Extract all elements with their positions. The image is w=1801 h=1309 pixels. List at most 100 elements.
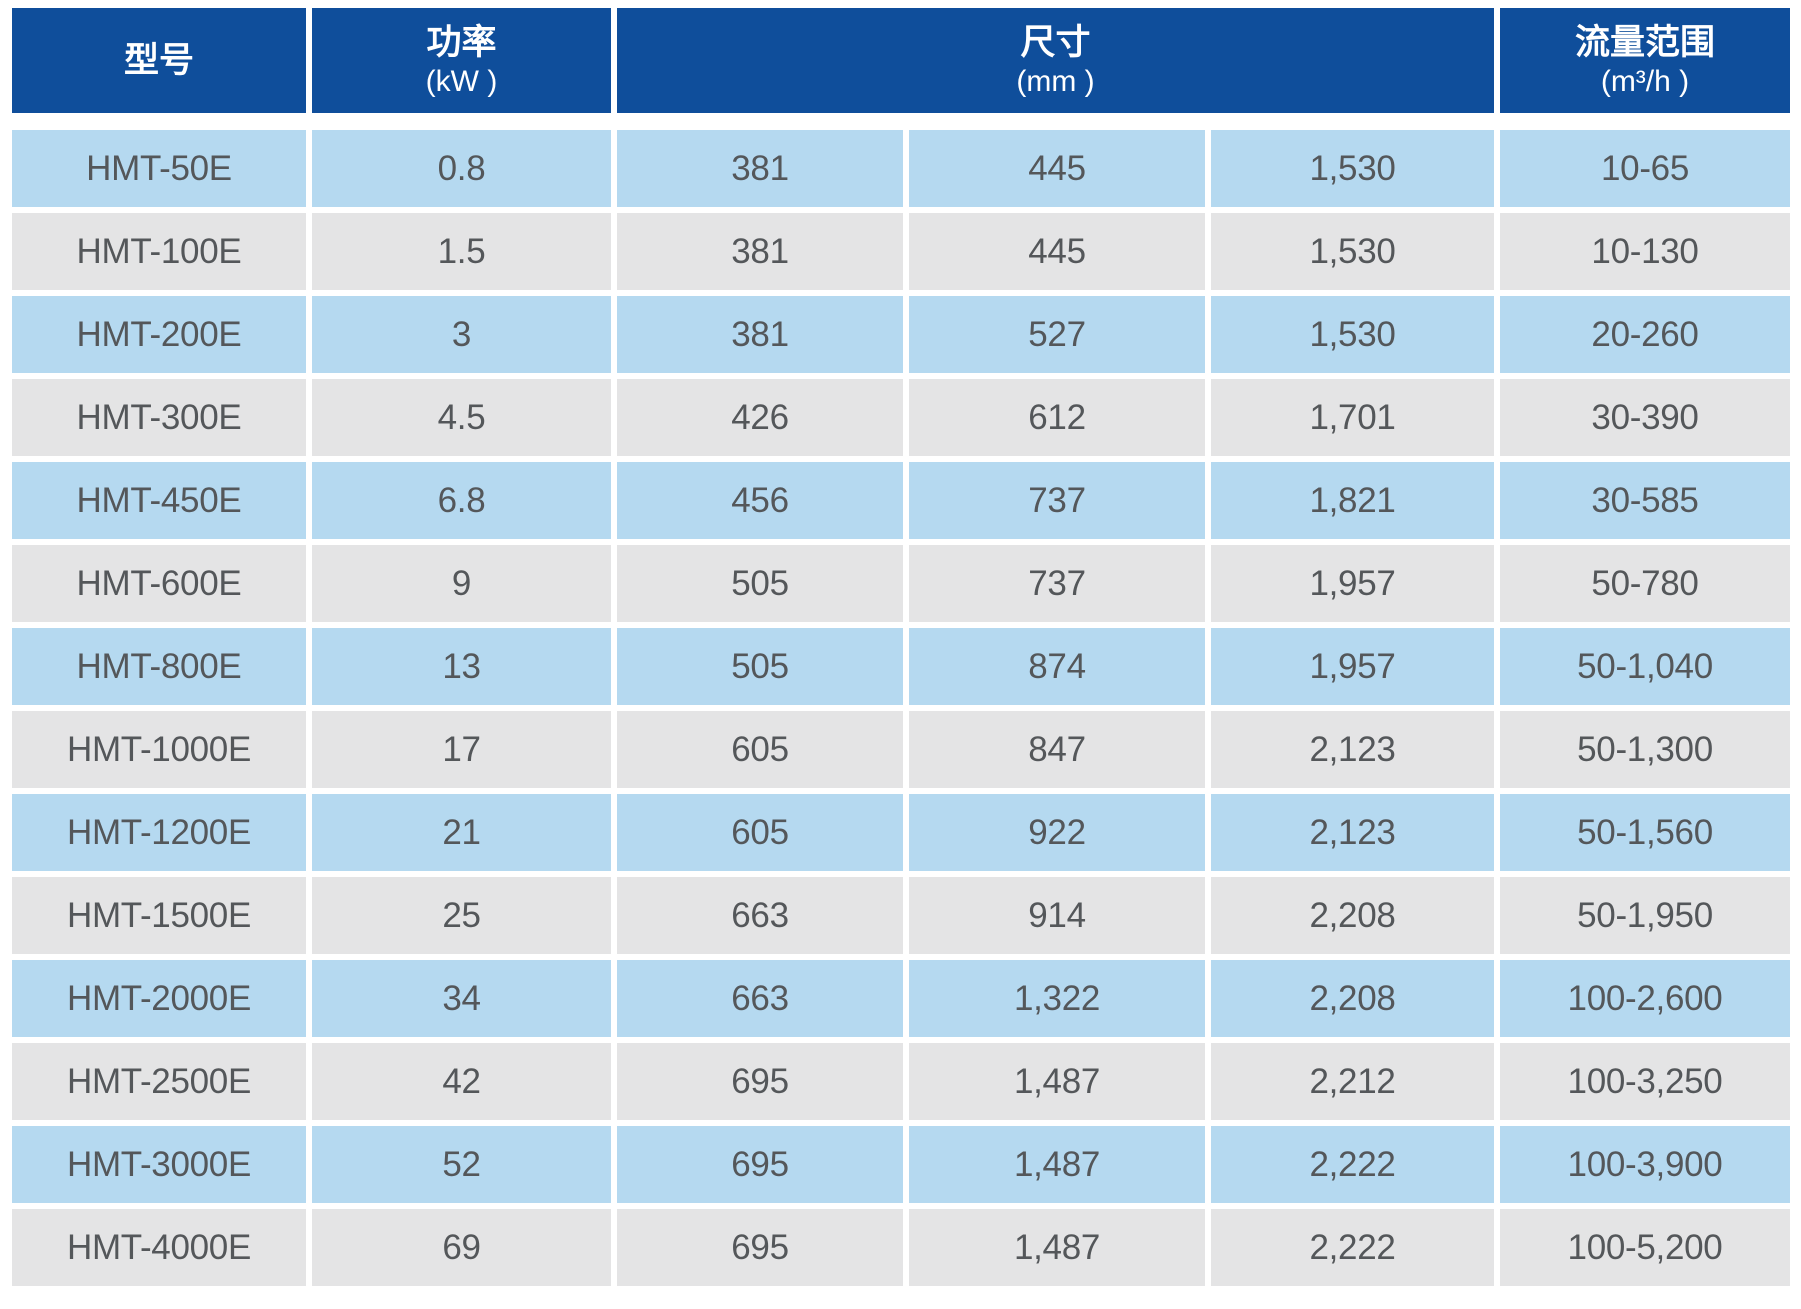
flow-range-cell: 20-260 bbox=[1500, 296, 1790, 373]
dim2-cell: 1,487 bbox=[909, 1043, 1205, 1120]
model-cell: HMT-2000E bbox=[12, 960, 306, 1037]
dim2-cell: 612 bbox=[909, 379, 1205, 456]
model-cell: HMT-1500E bbox=[12, 877, 306, 954]
model-cell: HMT-800E bbox=[12, 628, 306, 705]
table-row: HMT-2000E 34 663 1,322 2,208 100-2,600 bbox=[12, 960, 1790, 1037]
model-cell: HMT-200E bbox=[12, 296, 306, 373]
header-model: 型号 bbox=[12, 8, 306, 113]
dim3-cell: 1,957 bbox=[1211, 545, 1494, 622]
dim2-cell: 922 bbox=[909, 794, 1205, 871]
flow-range-cell: 50-1,950 bbox=[1500, 877, 1790, 954]
power-cell: 13 bbox=[312, 628, 611, 705]
dim1-cell: 381 bbox=[617, 130, 903, 207]
flow-range-cell: 100-3,900 bbox=[1500, 1126, 1790, 1203]
table-row: HMT-4000E 69 695 1,487 2,222 100-5,200 bbox=[12, 1209, 1790, 1286]
dim1-cell: 456 bbox=[617, 462, 903, 539]
flow-range-cell: 100-3,250 bbox=[1500, 1043, 1790, 1120]
dim3-cell: 2,222 bbox=[1211, 1209, 1494, 1286]
model-cell: HMT-2500E bbox=[12, 1043, 306, 1120]
model-cell: HMT-1200E bbox=[12, 794, 306, 871]
power-cell: 1.5 bbox=[312, 213, 611, 290]
power-cell: 3 bbox=[312, 296, 611, 373]
table-row: HMT-2500E 42 695 1,487 2,212 100-3,250 bbox=[12, 1043, 1790, 1120]
dim2-cell: 914 bbox=[909, 877, 1205, 954]
model-cell: HMT-3000E bbox=[12, 1126, 306, 1203]
dim1-cell: 505 bbox=[617, 545, 903, 622]
power-cell: 34 bbox=[312, 960, 611, 1037]
dim3-cell: 1,701 bbox=[1211, 379, 1494, 456]
power-cell: 6.8 bbox=[312, 462, 611, 539]
dim1-cell: 605 bbox=[617, 711, 903, 788]
dim3-cell: 2,212 bbox=[1211, 1043, 1494, 1120]
header-power-label: 功率 bbox=[426, 22, 497, 62]
dim2-cell: 874 bbox=[909, 628, 1205, 705]
flow-range-cell: 50-1,040 bbox=[1500, 628, 1790, 705]
power-cell: 69 bbox=[312, 1209, 611, 1286]
dim1-cell: 605 bbox=[617, 794, 903, 871]
flow-range-cell: 50-1,560 bbox=[1500, 794, 1790, 871]
header-power-unit: (kW ) bbox=[425, 65, 498, 99]
table-row: HMT-3000E 52 695 1,487 2,222 100-3,900 bbox=[12, 1126, 1790, 1203]
header-dimensions: 尺寸 (mm ) bbox=[617, 8, 1494, 113]
table-row: HMT-600E 9 505 737 1,957 50-780 bbox=[12, 545, 1790, 622]
dim3-cell: 1,530 bbox=[1211, 296, 1494, 373]
dim1-cell: 426 bbox=[617, 379, 903, 456]
dim3-cell: 1,957 bbox=[1211, 628, 1494, 705]
model-cell: HMT-450E bbox=[12, 462, 306, 539]
table-body: HMT-50E 0.8 381 445 1,530 10-65 HMT-100E… bbox=[12, 130, 1790, 1286]
dim3-cell: 1,530 bbox=[1211, 130, 1494, 207]
table-row: HMT-300E 4.5 426 612 1,701 30-390 bbox=[12, 379, 1790, 456]
dim3-cell: 2,123 bbox=[1211, 711, 1494, 788]
dim1-cell: 505 bbox=[617, 628, 903, 705]
table-row: HMT-1200E 21 605 922 2,123 50-1,560 bbox=[12, 794, 1790, 871]
power-cell: 52 bbox=[312, 1126, 611, 1203]
power-cell: 0.8 bbox=[312, 130, 611, 207]
header-dimensions-unit: (mm ) bbox=[1016, 65, 1095, 99]
header-flow-range: 流量范围 (m³/h ) bbox=[1500, 8, 1790, 113]
power-cell: 21 bbox=[312, 794, 611, 871]
flow-range-cell: 30-390 bbox=[1500, 379, 1790, 456]
flow-range-cell: 50-1,300 bbox=[1500, 711, 1790, 788]
table-row: HMT-1500E 25 663 914 2,208 50-1,950 bbox=[12, 877, 1790, 954]
model-cell: HMT-300E bbox=[12, 379, 306, 456]
model-cell: HMT-50E bbox=[12, 130, 306, 207]
dim3-cell: 2,123 bbox=[1211, 794, 1494, 871]
power-cell: 25 bbox=[312, 877, 611, 954]
flow-range-cell: 10-65 bbox=[1500, 130, 1790, 207]
model-cell: HMT-600E bbox=[12, 545, 306, 622]
dim2-cell: 445 bbox=[909, 213, 1205, 290]
spec-table: 型号 功率 (kW ) 尺寸 (mm ) 流量范围 (m³/h ) HMT-50… bbox=[12, 8, 1790, 1286]
model-cell: HMT-1000E bbox=[12, 711, 306, 788]
dim2-cell: 445 bbox=[909, 130, 1205, 207]
model-cell: HMT-100E bbox=[12, 213, 306, 290]
table-row: HMT-100E 1.5 381 445 1,530 10-130 bbox=[12, 213, 1790, 290]
flow-range-cell: 30-585 bbox=[1500, 462, 1790, 539]
dim2-cell: 1,322 bbox=[909, 960, 1205, 1037]
dim3-cell: 2,208 bbox=[1211, 960, 1494, 1037]
header-model-label: 型号 bbox=[123, 40, 194, 80]
flow-range-cell: 50-780 bbox=[1500, 545, 1790, 622]
header-power: 功率 (kW ) bbox=[312, 8, 611, 113]
dim1-cell: 381 bbox=[617, 296, 903, 373]
dim2-cell: 1,487 bbox=[909, 1126, 1205, 1203]
flow-range-cell: 100-2,600 bbox=[1500, 960, 1790, 1037]
table-row: HMT-800E 13 505 874 1,957 50-1,040 bbox=[12, 628, 1790, 705]
power-cell: 17 bbox=[312, 711, 611, 788]
dim2-cell: 527 bbox=[909, 296, 1205, 373]
dim3-cell: 2,222 bbox=[1211, 1126, 1494, 1203]
dim3-cell: 1,530 bbox=[1211, 213, 1494, 290]
dim1-cell: 695 bbox=[617, 1043, 903, 1120]
model-cell: HMT-4000E bbox=[12, 1209, 306, 1286]
header-dimensions-label: 尺寸 bbox=[1020, 22, 1091, 62]
power-cell: 42 bbox=[312, 1043, 611, 1120]
dim1-cell: 663 bbox=[617, 960, 903, 1037]
dim1-cell: 663 bbox=[617, 877, 903, 954]
dim3-cell: 2,208 bbox=[1211, 877, 1494, 954]
dim2-cell: 847 bbox=[909, 711, 1205, 788]
header-flow-range-unit: (m³/h ) bbox=[1600, 65, 1690, 99]
dim2-cell: 737 bbox=[909, 545, 1205, 622]
power-cell: 4.5 bbox=[312, 379, 611, 456]
dim1-cell: 695 bbox=[617, 1209, 903, 1286]
header-flow-range-label: 流量范围 bbox=[1574, 22, 1715, 62]
dim2-cell: 737 bbox=[909, 462, 1205, 539]
